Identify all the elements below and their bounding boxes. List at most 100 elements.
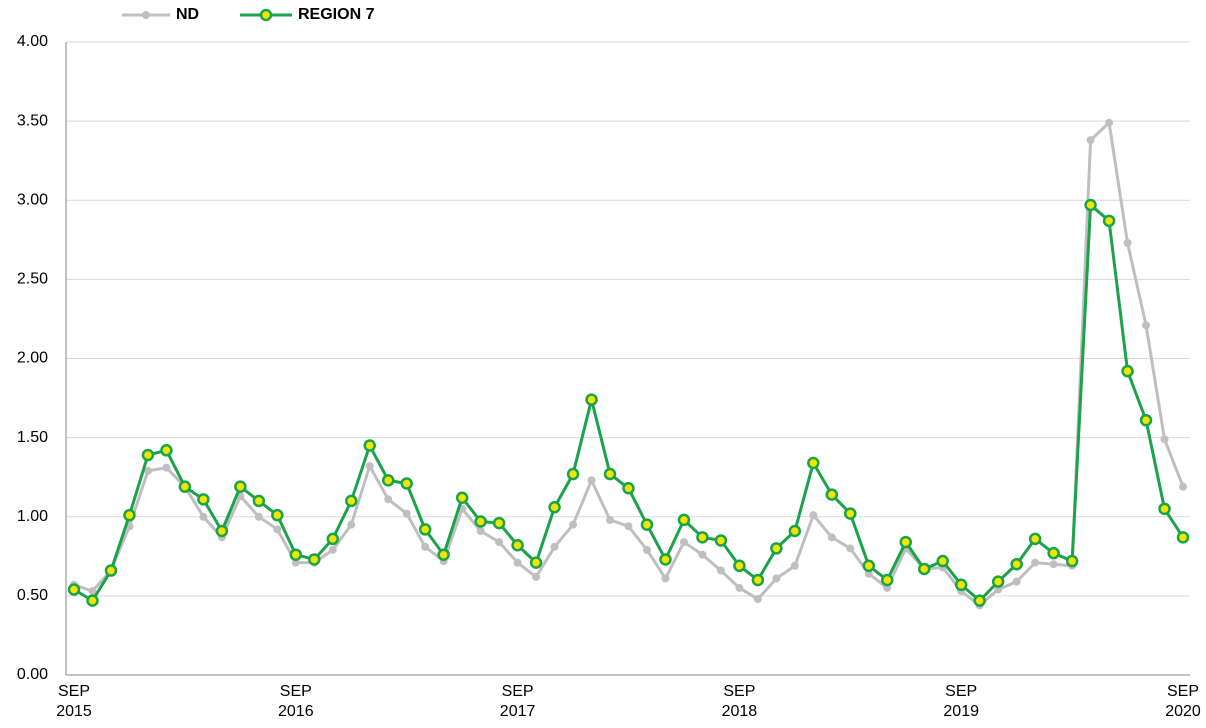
data-point: [566, 467, 580, 481]
data-point: [827, 533, 836, 542]
data-point: [474, 515, 487, 528]
data-point: [418, 523, 432, 536]
data-point: [1179, 482, 1187, 491]
data-point: [1160, 435, 1169, 444]
data-point: [1142, 321, 1151, 330]
data-point: [846, 544, 855, 553]
y-tick-label: 2.50: [17, 271, 48, 288]
data-point: [640, 518, 654, 531]
data-point: [1105, 118, 1114, 127]
data-point: [529, 556, 543, 569]
data-point: [1158, 502, 1171, 516]
data-point: [160, 444, 173, 457]
data-point: [624, 522, 633, 531]
y-tick-label: 0.00: [17, 666, 48, 683]
data-point: [308, 553, 321, 566]
data-point: [936, 554, 949, 568]
data-point: [252, 494, 266, 508]
data-point: [548, 501, 561, 514]
data-point: [215, 524, 229, 538]
data-point: [273, 525, 282, 534]
x-tick-label: SEP 2018: [721, 683, 758, 720]
series-line: [73, 203, 1185, 603]
data-point: [899, 535, 912, 549]
data-point: [86, 594, 99, 607]
data-point: [123, 508, 136, 522]
data-point: [698, 550, 707, 559]
data-point: [437, 548, 450, 561]
data-point: [365, 462, 374, 471]
data-point: [973, 594, 986, 607]
data-point: [381, 474, 395, 487]
data-point: [88, 587, 97, 596]
data-point: [347, 520, 356, 529]
data-point: [513, 558, 522, 567]
data-point: [735, 583, 744, 592]
data-point: [402, 509, 411, 518]
data-point: [788, 524, 802, 538]
data-point: [772, 574, 781, 583]
data-point: [1010, 557, 1023, 571]
data-point: [511, 538, 524, 552]
series-line: [73, 121, 1185, 607]
data-point: [991, 575, 1005, 588]
data-point: [363, 439, 376, 452]
data-point: [659, 553, 672, 566]
data-point: [770, 542, 783, 555]
data-point: [495, 538, 504, 547]
data-point: [328, 545, 337, 554]
data-point: [825, 488, 839, 501]
data-point: [790, 561, 799, 570]
y-tick-label: 3.50: [17, 112, 48, 129]
data-point: [271, 508, 284, 522]
data-point: [716, 566, 725, 575]
data-point: [751, 573, 765, 587]
data-point: [141, 448, 155, 462]
data-point: [104, 564, 118, 577]
data-point: [421, 542, 430, 551]
data-point: [677, 513, 691, 527]
data-point: [178, 480, 192, 493]
data-point: [696, 531, 709, 544]
data-point: [569, 520, 578, 529]
legend-marker: [259, 8, 273, 22]
data-point: [384, 495, 393, 504]
data-point: [326, 532, 340, 546]
y-tick-label: 1.00: [17, 508, 48, 525]
data-point: [1139, 413, 1153, 427]
y-tick-label: 4.00: [17, 33, 48, 50]
data-point: [197, 493, 210, 506]
data-point: [476, 526, 485, 535]
data-point: [844, 507, 857, 520]
data-point: [345, 494, 358, 508]
data-point: [603, 467, 617, 481]
data-point: [1012, 577, 1021, 586]
data-point: [1047, 546, 1060, 560]
data-point: [67, 583, 81, 596]
x-tick-label: SEP 2016: [278, 683, 314, 720]
x-tick-label: SEP 2017: [499, 683, 536, 720]
data-point: [199, 512, 208, 521]
data-point: [714, 534, 728, 547]
legend-marker: [142, 11, 150, 19]
y-tick-label: 1.50: [17, 429, 48, 446]
data-point: [1086, 136, 1095, 145]
data-point: [862, 559, 876, 573]
data-point: [585, 393, 598, 406]
data-point: [642, 545, 651, 554]
data-point: [1049, 560, 1058, 569]
data-point: [1065, 554, 1079, 568]
data-point: [550, 542, 559, 551]
data-point: [254, 512, 263, 521]
y-tick-label: 0.50: [17, 587, 48, 604]
data-point: [492, 516, 506, 530]
data-point: [1028, 532, 1042, 546]
data-point: [1121, 364, 1134, 378]
data-point: [587, 476, 596, 485]
x-tick-label: SEP 2020: [1165, 683, 1201, 720]
legend-label: REGION 7: [298, 6, 375, 23]
data-point: [143, 466, 152, 475]
data-point: [234, 480, 247, 493]
data-point: [661, 574, 670, 583]
